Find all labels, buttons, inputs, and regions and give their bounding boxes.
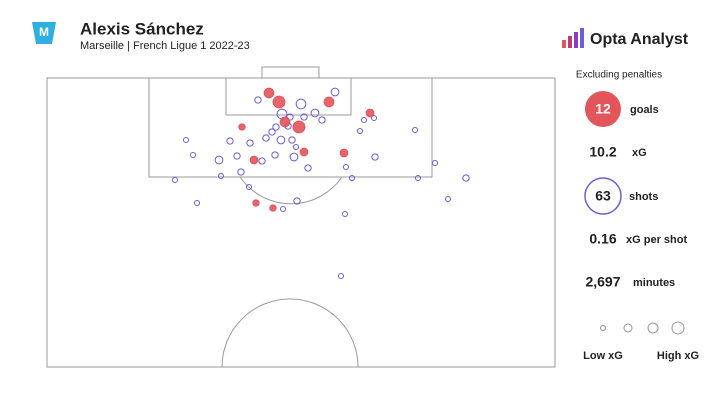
shot: [217, 172, 225, 180]
shot: [356, 127, 364, 135]
xg-per-shot-value: 0.16: [589, 231, 616, 247]
shot: [272, 123, 280, 131]
shot: [279, 205, 287, 213]
shot: [293, 197, 301, 205]
goals-badge: [585, 91, 621, 127]
minutes-value: 2,697: [585, 274, 620, 290]
legend-low: Low xG: [583, 350, 623, 362]
shot: [330, 87, 340, 97]
shot: [288, 136, 296, 144]
subtitle: Marseille | French Ligue 1 2022-23: [80, 40, 250, 52]
goals-label: goals: [630, 104, 659, 116]
goal-shot: [365, 108, 375, 118]
shot: [276, 135, 286, 145]
xg-per-shot-label: xG per shot: [626, 234, 687, 246]
shot: [193, 199, 201, 207]
shot: [414, 174, 422, 182]
shot: [341, 210, 349, 218]
goal-shot: [263, 87, 275, 99]
shot: [246, 139, 254, 147]
shot: [254, 96, 262, 104]
xg-size-legend: [600, 321, 685, 335]
shot: [237, 168, 245, 176]
shot: [245, 183, 253, 191]
shot: [226, 137, 234, 145]
shots-badge: [584, 177, 622, 215]
shots-value: 63: [595, 188, 611, 204]
shot: [342, 163, 350, 171]
shot: [370, 114, 378, 122]
goal-shot: [279, 116, 291, 128]
shot: [271, 151, 279, 159]
goal-shot: [323, 96, 335, 108]
shot: [214, 155, 224, 165]
brand: Opta Analyst: [590, 31, 689, 48]
goal-shot: [292, 120, 306, 134]
shot: [295, 98, 307, 110]
shot: [300, 113, 308, 121]
goal-shot: [299, 147, 309, 157]
stats-note: Excluding penalties: [576, 70, 662, 81]
shot: [289, 152, 299, 162]
shot: [233, 152, 241, 160]
club-logo: M: [32, 22, 56, 44]
goals-value: 12: [595, 101, 611, 117]
shot: [189, 151, 197, 159]
title: Alexis Sánchez: [80, 19, 204, 38]
goal-shot: [269, 204, 277, 212]
shot: [171, 176, 179, 184]
shot: [462, 174, 470, 182]
goal-shot: [238, 123, 246, 131]
goal-shot: [339, 148, 349, 158]
shot: [182, 136, 190, 144]
shot: [268, 128, 276, 136]
shot: [292, 143, 300, 151]
shot: [360, 116, 368, 124]
minutes-label: minutes: [633, 277, 675, 289]
shots-label: shots: [629, 191, 658, 203]
shots: [171, 87, 470, 280]
shot: [262, 134, 270, 142]
goal-shot: [252, 199, 260, 207]
xg-value: 10.2: [589, 144, 616, 160]
xg-label: xG: [632, 147, 647, 159]
shot: [337, 272, 345, 280]
shot: [411, 126, 419, 134]
brand-logo: Opta Analyst: [562, 28, 689, 48]
shot: [348, 174, 356, 182]
shot: [431, 159, 439, 167]
legend-high: High xG: [657, 350, 699, 362]
goal-shot: [249, 155, 259, 165]
svg-text:M: M: [39, 25, 49, 39]
shot: [304, 164, 312, 172]
shot: [310, 108, 320, 118]
shot: [444, 195, 452, 203]
shot: [318, 116, 326, 124]
goal-shot: [272, 95, 286, 109]
shot: [258, 157, 266, 165]
shot: [371, 153, 379, 161]
